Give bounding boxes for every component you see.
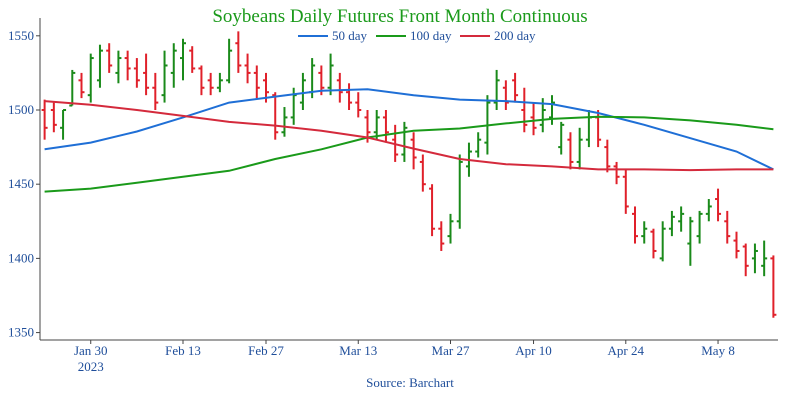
- x-tick-label: Feb 13: [165, 343, 201, 358]
- legend-label: 200 day: [494, 28, 536, 43]
- ma-line: [44, 88, 774, 171]
- y-tick-label: 1500: [8, 102, 34, 117]
- x-tick-label: May 8: [701, 343, 735, 358]
- ma-line: [44, 115, 774, 193]
- x-tick-label: Feb 27: [248, 343, 284, 358]
- x-tick-label: Mar 13: [339, 343, 377, 358]
- y-tick-label: 1550: [8, 28, 34, 43]
- y-tick-label: 1350: [8, 325, 34, 340]
- chart-title: Soybeans Daily Futures Front Month Conti…: [212, 6, 587, 27]
- legend-label: 50 day: [332, 28, 368, 43]
- x-tick-label: Apr 10: [515, 343, 551, 358]
- x-tick-label: Apr 24: [608, 343, 645, 358]
- x-tick-label: Jan 30 2023: [74, 343, 108, 374]
- ma-line: [44, 100, 774, 172]
- y-tick-label: 1400: [8, 250, 34, 265]
- source-note: Source: Barchart: [366, 375, 454, 390]
- y-tick-label: 1450: [8, 176, 34, 191]
- legend-label: 100 day: [410, 28, 452, 43]
- x-tick-label: Mar 27: [432, 343, 470, 358]
